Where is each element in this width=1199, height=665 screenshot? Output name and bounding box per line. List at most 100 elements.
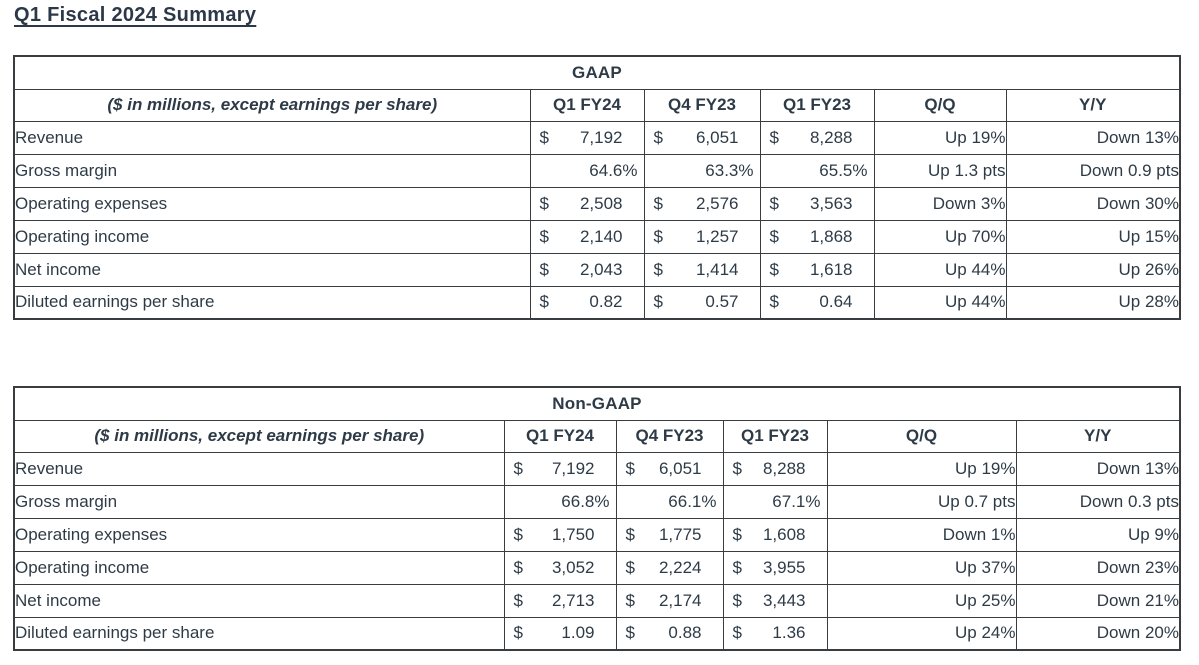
dollar-sign: $ <box>732 557 742 577</box>
cell-value: 1,257 <box>695 226 739 246</box>
row-label: Diluted earnings per share <box>13 616 505 651</box>
cell-value: 3,052 <box>551 557 595 577</box>
cell-yy: Down 20% <box>1015 616 1181 651</box>
dollar-sign: $ <box>513 524 523 544</box>
table-title-row: GAAP <box>13 55 1181 90</box>
cell-value: 1,414 <box>695 259 739 279</box>
cell-qq: Up 19% <box>873 120 1007 155</box>
cell-yy: Down 13% <box>1015 451 1181 486</box>
table-row-operating-expenses: Operating expenses $1,750 $1,775 $1,608 … <box>13 517 1181 552</box>
cell-value: 2,140 <box>579 226 623 246</box>
cell-value: 66.8% <box>561 491 610 511</box>
cell-q4fy23: 66.1% <box>615 484 724 519</box>
cell-qq: Up 19% <box>826 451 1017 486</box>
cell-yy: Up 26% <box>1005 252 1181 287</box>
cell-value: 0.88 <box>668 623 702 643</box>
cell-value: 63.3% <box>705 160 754 180</box>
cell-q4fy23: $1,775 <box>615 517 724 552</box>
cell-qq: Down 1% <box>826 517 1017 552</box>
cell-q1fy24: $7,192 <box>529 120 645 155</box>
cell-qq: Up 44% <box>873 285 1007 320</box>
non-gaap-table: Non-GAAP ($ in millions, except earnings… <box>13 386 1181 651</box>
cell-q1fy24: 64.6% <box>529 153 645 188</box>
page-title: Q1 Fiscal 2024 Summary <box>14 4 257 26</box>
dollar-sign: $ <box>653 292 663 312</box>
cell-yy: Up 9% <box>1015 517 1181 552</box>
cell-yy: Up 15% <box>1005 219 1181 254</box>
cell-value: 8,288 <box>809 127 853 147</box>
cell-value: 2,713 <box>551 590 595 610</box>
dollar-sign: $ <box>653 259 663 279</box>
cell-value: 3,955 <box>762 557 806 577</box>
cell-value: 1,618 <box>809 259 853 279</box>
cell-q1fy24: $3,052 <box>503 550 617 585</box>
cell-value: 1,750 <box>551 524 595 544</box>
table-row-revenue: Revenue $7,192 $6,051 $8,288 Up 19% Down… <box>13 120 1181 155</box>
cell-value: 7,192 <box>551 458 595 478</box>
table-row-diluted-eps: Diluted earnings per share $1.09 $0.88 $… <box>13 616 1181 651</box>
cell-yy: Down 0.3 pts <box>1015 484 1181 519</box>
table-row-gross-margin: Gross margin 64.6% 63.3% 65.5% Up 1.3 pt… <box>13 153 1181 188</box>
row-label: Operating expenses <box>13 186 531 221</box>
table-row-net-income: Net income $2,043 $1,414 $1,618 Up 44% U… <box>13 252 1181 287</box>
cell-q1fy23: 65.5% <box>759 153 875 188</box>
cell-q1fy23: $3,443 <box>722 583 828 618</box>
cell-value: 1.09 <box>561 623 595 643</box>
cell-q1fy24: $0.82 <box>529 285 645 320</box>
table-column-header-row: ($ in millions, except earnings per shar… <box>13 419 1181 453</box>
dollar-sign: $ <box>539 127 549 147</box>
col-header-q1fy23: Q1 FY23 <box>722 419 828 453</box>
cell-q4fy23: 63.3% <box>643 153 761 188</box>
cell-qq: Up 0.7 pts <box>826 484 1017 519</box>
cell-q4fy23: $0.57 <box>643 285 761 320</box>
cell-value: 2,043 <box>579 259 623 279</box>
cell-yy: Down 0.9 pts <box>1005 153 1181 188</box>
cell-q1fy24: $2,140 <box>529 219 645 254</box>
dollar-sign: $ <box>625 458 635 478</box>
cell-value: 2,576 <box>695 193 739 213</box>
row-label: Gross margin <box>13 153 531 188</box>
cell-value: 64.6% <box>589 160 638 180</box>
row-label: Revenue <box>13 120 531 155</box>
col-header-qq: Q/Q <box>873 88 1007 122</box>
cell-value: 0.64 <box>819 292 853 312</box>
row-label: Operating income <box>13 550 505 585</box>
cell-q4fy23: $6,051 <box>643 120 761 155</box>
cell-yy: Up 28% <box>1005 285 1181 320</box>
cell-q4fy23: $2,224 <box>615 550 724 585</box>
col-header-qq: Q/Q <box>826 419 1017 453</box>
dollar-sign: $ <box>653 127 663 147</box>
cell-qq: Up 70% <box>873 219 1007 254</box>
cell-q1fy23: 67.1% <box>722 484 828 519</box>
col-header-yy: Y/Y <box>1015 419 1181 453</box>
dollar-sign: $ <box>625 557 635 577</box>
cell-q1fy23: $3,955 <box>722 550 828 585</box>
dollar-sign: $ <box>539 193 549 213</box>
cell-value: 6,051 <box>695 127 739 147</box>
table-title-row: Non-GAAP <box>13 386 1181 421</box>
cell-q1fy23: $1,608 <box>722 517 828 552</box>
dollar-sign: $ <box>732 590 742 610</box>
table-row-operating-income: Operating income $2,140 $1,257 $1,868 Up… <box>13 219 1181 254</box>
cell-q1fy23: $8,288 <box>759 120 875 155</box>
dollar-sign: $ <box>513 623 523 643</box>
dollar-sign: $ <box>539 259 549 279</box>
cell-value: 67.1% <box>772 491 821 511</box>
cell-value: 1.36 <box>772 623 806 643</box>
cell-q4fy23: $1,257 <box>643 219 761 254</box>
dollar-sign: $ <box>769 226 779 246</box>
cell-q1fy23: $1,618 <box>759 252 875 287</box>
col-header-q4fy23: Q4 FY23 <box>615 419 724 453</box>
row-label: Diluted earnings per share <box>13 285 531 320</box>
table-row-revenue: Revenue $7,192 $6,051 $8,288 Up 19% Down… <box>13 451 1181 486</box>
dollar-sign: $ <box>625 590 635 610</box>
cell-value: 1,868 <box>809 226 853 246</box>
cell-qq: Up 37% <box>826 550 1017 585</box>
cell-q1fy23: $3,563 <box>759 186 875 221</box>
cell-value: 6,051 <box>658 458 702 478</box>
cell-q1fy24: $1.09 <box>503 616 617 651</box>
cell-value: 1,775 <box>658 524 702 544</box>
row-label: Net income <box>13 583 505 618</box>
table-row-net-income: Net income $2,713 $2,174 $3,443 Up 25% D… <box>13 583 1181 618</box>
cell-qq: Up 25% <box>826 583 1017 618</box>
